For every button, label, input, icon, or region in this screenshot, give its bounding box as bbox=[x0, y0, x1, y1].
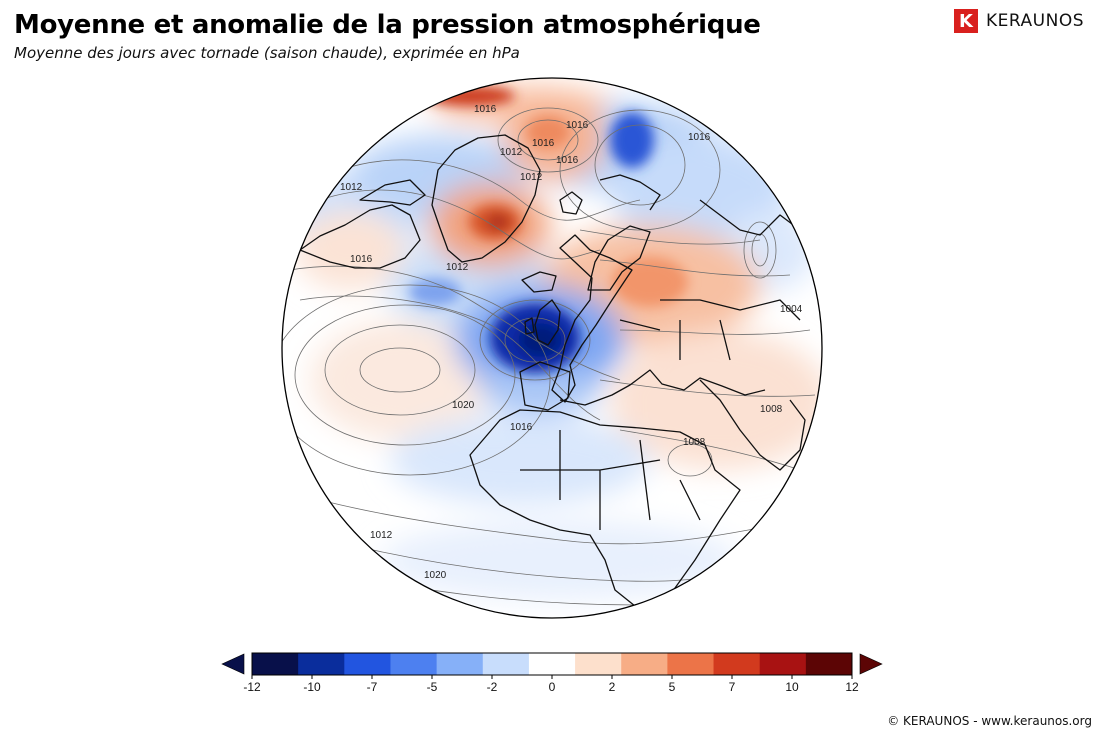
british-isles-coast bbox=[534, 299, 561, 346]
colorbar-tick-label: 5 bbox=[669, 680, 676, 694]
isobar-label: 1016 bbox=[350, 254, 373, 265]
colorbar-tick-label: 0 bbox=[549, 680, 556, 694]
brand-name: KERAUNOS bbox=[986, 11, 1084, 31]
colorbar-swatch bbox=[667, 653, 715, 675]
isobar-label: 1016 bbox=[688, 132, 711, 143]
globe-outline bbox=[281, 77, 823, 619]
isobar-label: 1016 bbox=[566, 120, 589, 131]
isobar-label: 1008 bbox=[683, 437, 706, 448]
colorbar-swatch bbox=[713, 653, 761, 675]
scandinavia-coast bbox=[587, 225, 651, 291]
colorbar-swatch bbox=[575, 653, 622, 675]
isobar-label: 1020 bbox=[424, 570, 447, 581]
pressure-isobars bbox=[282, 107, 816, 606]
colorbar-tick-label: -7 bbox=[367, 680, 378, 694]
colorbar-swatch bbox=[390, 653, 438, 675]
isobar-label: 1016 bbox=[556, 155, 579, 166]
colorbar-swatch bbox=[436, 653, 484, 675]
greenland-coast bbox=[431, 134, 541, 263]
colorbar-tick-label: -2 bbox=[487, 680, 498, 694]
isobar-label: 1012 bbox=[446, 262, 469, 273]
isobar-labels: 1016 1016 1016 1012 1012 1012 1012 1016 … bbox=[340, 104, 803, 581]
colorbar-min-arrow bbox=[221, 653, 245, 675]
colorbar-swatch bbox=[252, 653, 299, 675]
colorbar-swatch bbox=[805, 653, 853, 675]
isobar-label: 1012 bbox=[520, 172, 543, 183]
isobar-label: 1012 bbox=[340, 182, 363, 193]
isobar-label: 1016 bbox=[532, 138, 555, 149]
colorbar-max-arrow bbox=[859, 653, 883, 675]
isobar-label: 1020 bbox=[452, 400, 475, 411]
colorbar-tick-label: 10 bbox=[785, 680, 799, 694]
iberia-coast bbox=[519, 361, 571, 411]
canadian-arctic-coast bbox=[299, 204, 421, 269]
svalbard-coast bbox=[559, 191, 583, 215]
colorbar-swatch bbox=[482, 653, 530, 675]
colorbar-tick-label: 7 bbox=[729, 680, 736, 694]
colorbar-swatch bbox=[528, 653, 576, 675]
colorbar-swatch bbox=[759, 653, 807, 675]
colorbar-tick-label: 2 bbox=[609, 680, 616, 694]
isobar-label: 1016 bbox=[510, 422, 533, 433]
page-subtitle: Moyenne des jours avec tornade (saison c… bbox=[14, 44, 520, 62]
colorbar-swatch bbox=[298, 653, 345, 675]
isobar-label: 1008 bbox=[760, 404, 783, 415]
colorbar-swatch bbox=[621, 653, 668, 675]
keraunos-logo[interactable]: K KERAUNOS bbox=[954, 9, 1084, 33]
copyright: © KERAUNOS - www.keraunos.org bbox=[887, 714, 1092, 728]
colorbar-tick-label: -5 bbox=[427, 680, 438, 694]
iceland-coast bbox=[521, 271, 557, 293]
isobar-label: 1016 bbox=[474, 104, 497, 115]
middle-east-coast bbox=[699, 379, 806, 471]
keraunos-logo-icon: K bbox=[954, 9, 979, 33]
colorbar-tick-label: 12 bbox=[845, 680, 859, 694]
colorbar-tick-label: -12 bbox=[243, 680, 261, 694]
colorbar-tick-label: -10 bbox=[303, 680, 321, 694]
isobar-label: 1012 bbox=[370, 530, 393, 541]
colorbar-swatch bbox=[344, 653, 391, 675]
isobar-label: 1012 bbox=[500, 147, 523, 158]
isobar-label: 1004 bbox=[780, 304, 803, 315]
africa-coast bbox=[469, 409, 741, 611]
page-title: Moyenne et anomalie de la pression atmos… bbox=[14, 10, 761, 40]
